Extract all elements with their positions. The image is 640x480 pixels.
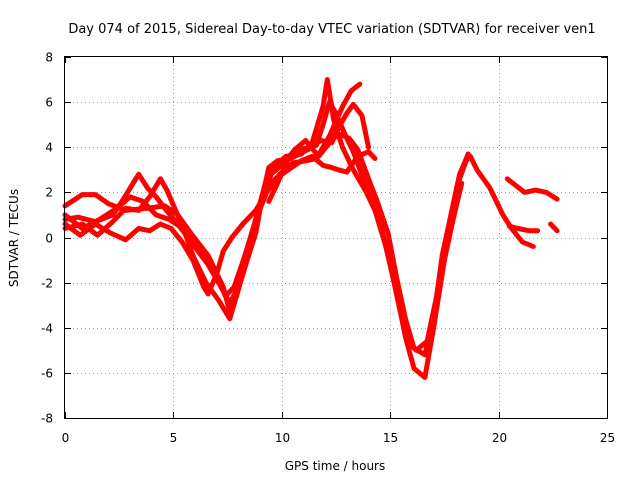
series-arc-4 xyxy=(62,149,378,297)
chart-title: Day 074 of 2015, Sidereal Day-to-day VTE… xyxy=(68,22,595,37)
series-arc-7 xyxy=(504,176,560,202)
y-tick-label: -2 xyxy=(41,277,53,291)
x-tick-label: 20 xyxy=(492,431,507,445)
series-arc-8 xyxy=(506,223,541,234)
y-tick-label: -8 xyxy=(41,412,53,426)
plot-frame xyxy=(64,56,608,419)
x-tick-label: 25 xyxy=(600,431,615,445)
series-arc-5 xyxy=(62,81,363,299)
series-arc-2 xyxy=(62,77,465,380)
y-axis-label: SDTVAR / TECUs xyxy=(7,189,21,287)
y-tick-label: -6 xyxy=(41,367,53,381)
x-tick-label: 15 xyxy=(383,431,398,445)
x-tick-label: 5 xyxy=(170,431,178,445)
tick-layer: 0 5 10 15 20 25 -8 -6 -4 -2 0 2 4 6 8 xyxy=(41,51,615,446)
x-tick-label: 0 xyxy=(62,431,70,445)
series-arc-6 xyxy=(266,101,371,204)
y-tick-label: 8 xyxy=(45,51,53,65)
series-arc-1 xyxy=(62,99,536,353)
x-axis-label: GPS time / hours xyxy=(285,459,386,473)
y-tick-label: 6 xyxy=(45,96,53,110)
y-tick-label: -4 xyxy=(41,322,53,336)
series-layer xyxy=(62,77,560,380)
series-arc-9 xyxy=(548,221,560,234)
x-tick-label: 10 xyxy=(275,431,290,445)
y-tick-label: 0 xyxy=(45,232,53,246)
y-tick-label: 4 xyxy=(45,141,53,155)
y-tick-label: 2 xyxy=(45,186,53,200)
